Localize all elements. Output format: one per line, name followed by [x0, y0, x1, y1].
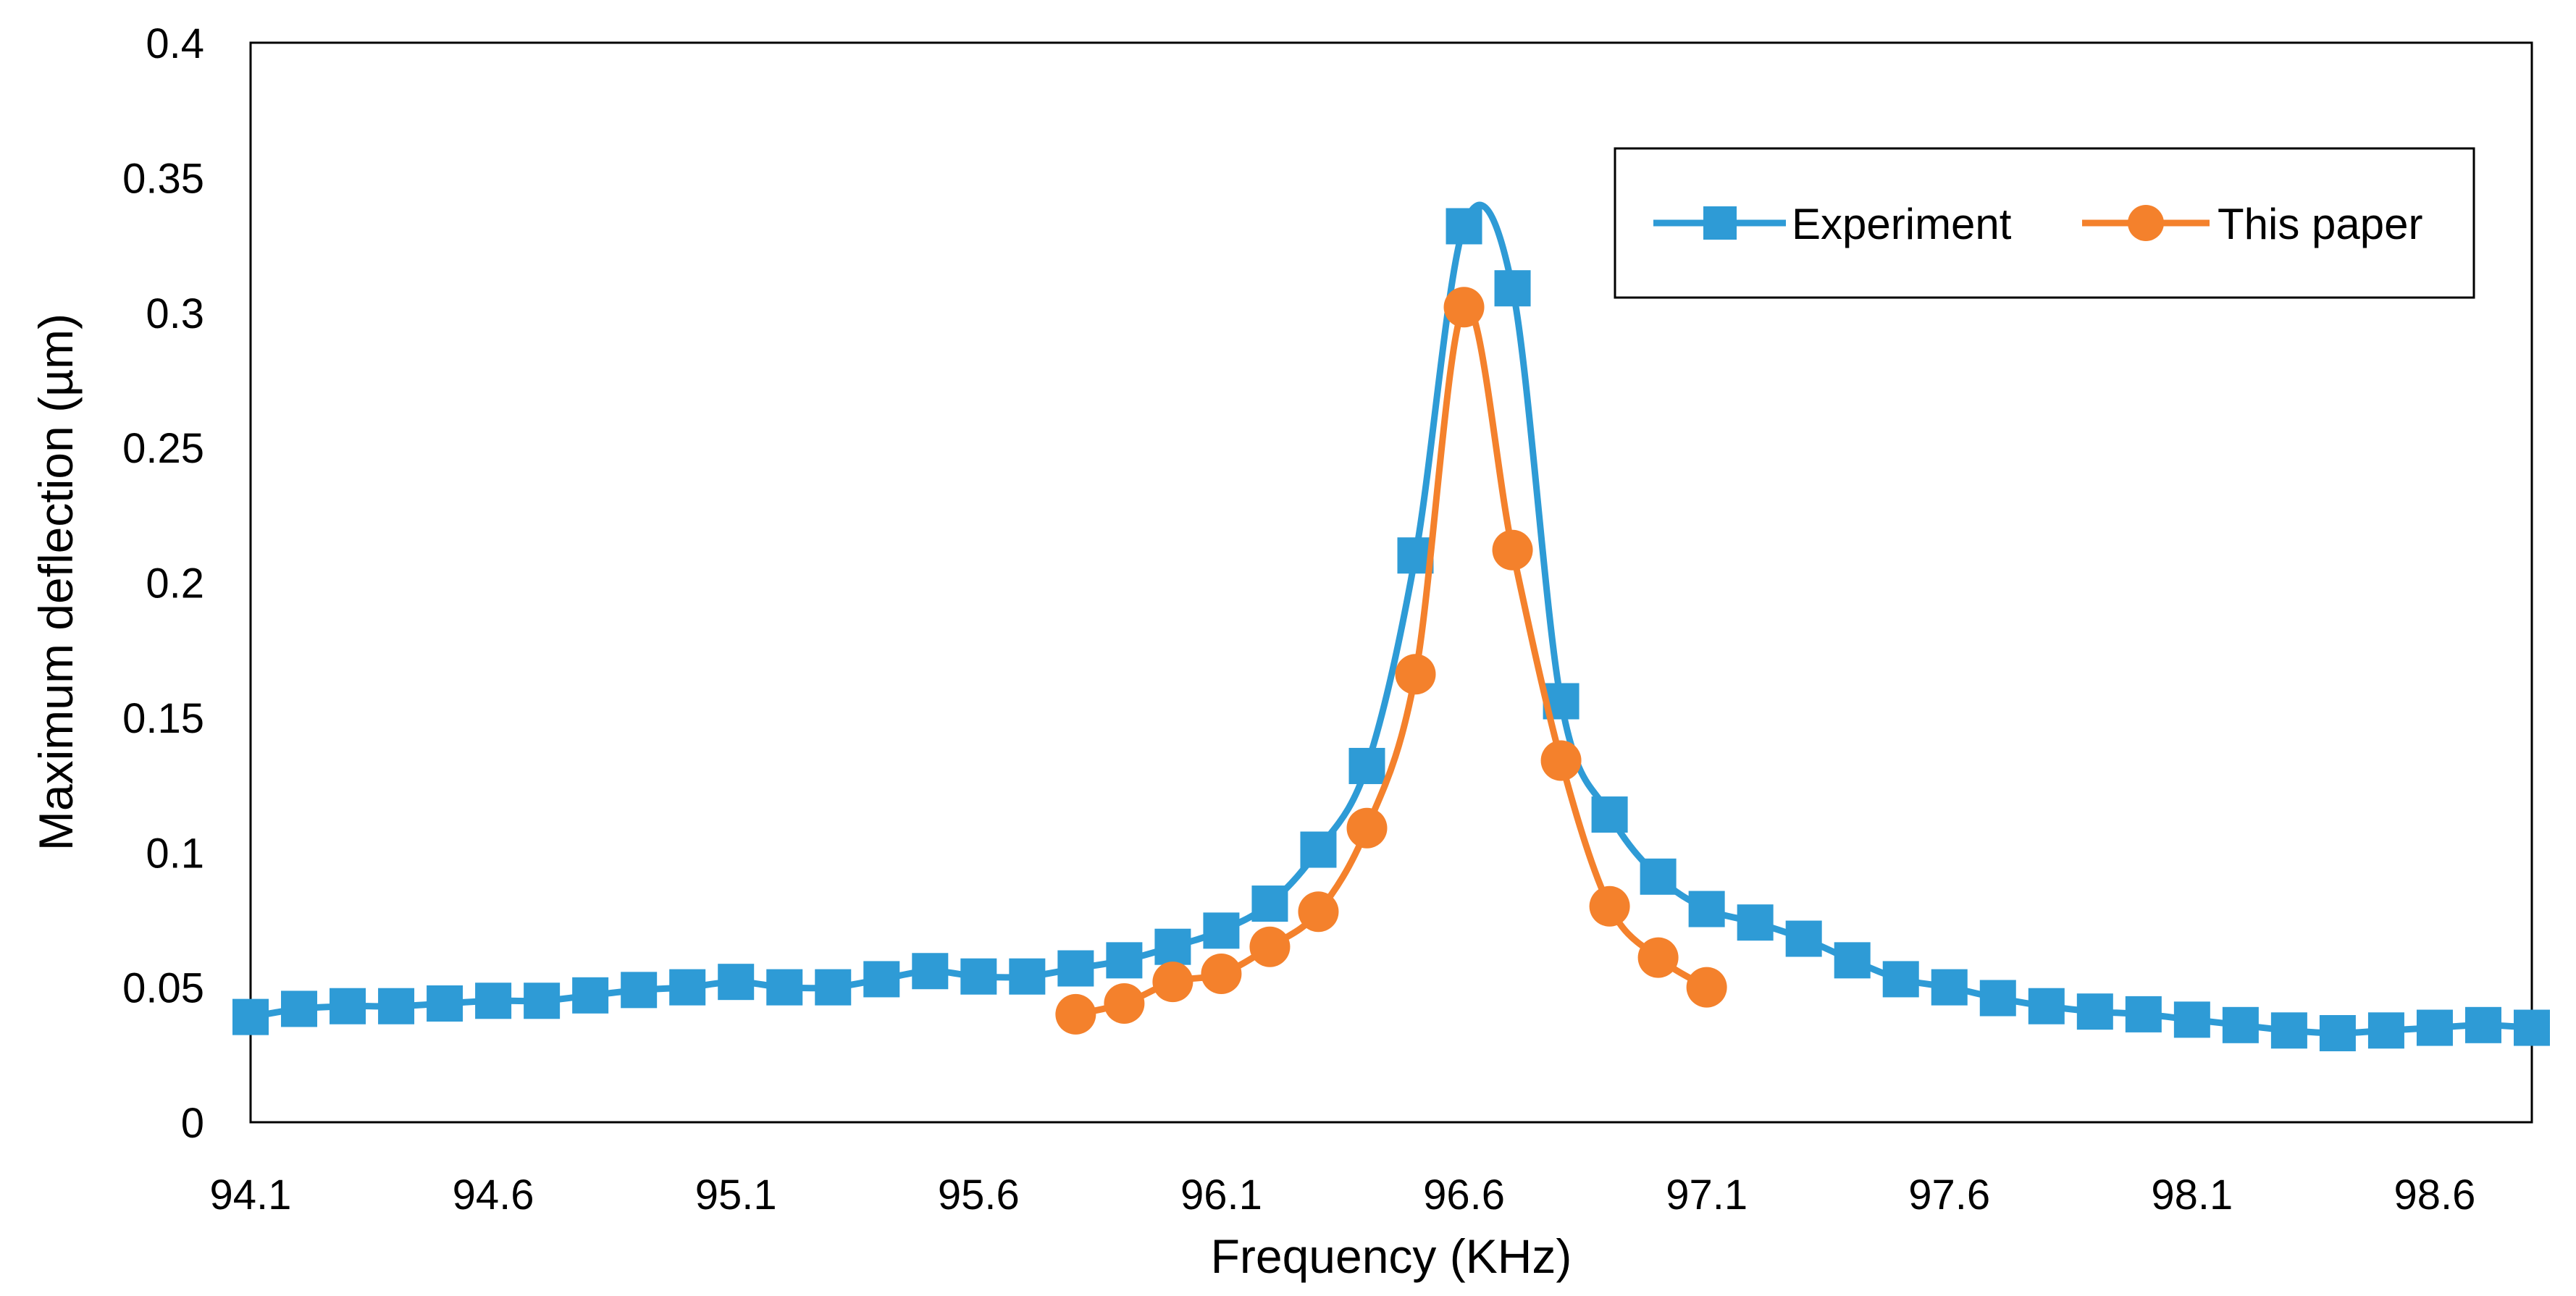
x-tick-label: 98.1: [2151, 1171, 2233, 1219]
y-axis-title: Maximum deflection (µm): [29, 314, 83, 851]
x-tick-label: 95.6: [938, 1171, 1020, 1219]
data-point-experiment: [1640, 858, 1677, 895]
x-tick-label: 96.6: [1423, 1171, 1505, 1219]
data-point-experiment: [1106, 942, 1143, 979]
data-point-experiment: [1154, 928, 1191, 965]
data-point-this-paper: [1395, 654, 1436, 695]
data-point-experiment: [2222, 1006, 2259, 1043]
data-point-experiment: [1446, 208, 1482, 245]
x-axis-title: Frequency (KHz): [1211, 1229, 1572, 1283]
data-point-experiment: [1931, 969, 1968, 1006]
data-point-experiment: [1979, 980, 2016, 1017]
x-tick-label: 96.1: [1180, 1171, 1262, 1219]
data-point-this-paper: [1443, 287, 1485, 328]
y-tick-label: 0.05: [122, 965, 204, 1012]
data-point-experiment: [1688, 891, 1725, 927]
data-point-experiment: [1882, 961, 1919, 998]
data-point-experiment: [669, 969, 706, 1006]
data-point-this-paper: [1249, 926, 1291, 967]
data-point-experiment: [718, 964, 755, 1001]
data-point-experiment: [572, 977, 609, 1014]
plot-area: [249, 41, 2533, 1124]
data-point-experiment: [330, 988, 366, 1024]
data-point-experiment: [815, 969, 852, 1006]
data-point-experiment: [621, 972, 658, 1009]
data-point-experiment: [2416, 1009, 2453, 1046]
data-point-experiment: [2076, 993, 2113, 1030]
y-tick-label: 0.15: [122, 695, 204, 742]
legend-marker-experiment: [1703, 206, 1737, 240]
data-point-experiment: [1009, 958, 1046, 995]
series-this-paper: [1055, 287, 1727, 1035]
data-point-experiment: [232, 998, 269, 1035]
data-point-experiment: [1300, 831, 1337, 868]
data-point-this-paper: [1104, 982, 1145, 1024]
series-line-experiment: [247, 201, 2535, 1037]
data-point-experiment: [524, 982, 561, 1019]
y-tick-label: 0.4: [146, 20, 204, 67]
x-tick-label: 95.1: [695, 1171, 777, 1219]
data-point-this-paper: [1492, 529, 1533, 571]
data-point-this-paper: [1686, 967, 1727, 1008]
data-point-experiment: [2173, 1001, 2210, 1038]
data-point-experiment: [2367, 1012, 2404, 1049]
legend-label-experiment: Experiment: [1792, 200, 2012, 248]
data-point-experiment: [1348, 747, 1385, 784]
series-experiment: [232, 201, 2550, 1051]
data-point-experiment: [1057, 950, 1094, 987]
data-point-experiment: [1834, 942, 1871, 979]
data-point-experiment: [427, 985, 463, 1022]
data-point-experiment: [863, 961, 900, 998]
y-tick-label: 0.3: [146, 290, 204, 337]
data-point-this-paper: [1055, 993, 1096, 1035]
data-point-experiment: [1203, 912, 1240, 949]
data-point-experiment: [1494, 270, 1531, 307]
data-point-this-paper: [1589, 885, 1630, 927]
data-point-this-paper: [1637, 937, 1679, 978]
data-point-this-paper: [1298, 891, 1339, 933]
data-point-experiment: [2125, 996, 2162, 1032]
y-tick-label: 0: [181, 1100, 204, 1147]
data-point-experiment: [912, 953, 949, 990]
x-tick-label: 94.1: [210, 1171, 292, 1219]
legend-label-this-paper: This paper: [2218, 200, 2422, 248]
data-point-experiment: [2319, 1014, 2356, 1051]
data-point-experiment: [2270, 1012, 2307, 1049]
x-tick-label: 98.6: [2394, 1171, 2476, 1219]
data-point-experiment: [281, 990, 318, 1027]
x-tick-label: 97.1: [1666, 1171, 1748, 1219]
x-tick-label: 94.6: [453, 1171, 534, 1219]
data-point-this-paper: [1346, 807, 1388, 849]
data-point-experiment: [1591, 796, 1628, 833]
data-point-experiment: [2028, 988, 2065, 1024]
y-tick-label: 0.1: [146, 830, 204, 877]
data-point-experiment: [1251, 885, 1288, 922]
data-point-experiment: [475, 982, 512, 1019]
x-tick-label: 97.6: [1908, 1171, 1990, 1219]
data-point-experiment: [378, 988, 415, 1024]
x-tick-labels: 94.1 94.6 95.1 95.6 96.1 96.6 97.1 97.6 98.1 98.6: [210, 1171, 2476, 1219]
legend-marker-this-paper: [2128, 205, 2164, 241]
data-point-experiment: [2464, 1006, 2501, 1043]
data-point-experiment: [2514, 1009, 2550, 1046]
data-point-experiment: [766, 969, 803, 1006]
legend: Experiment This paper: [1614, 147, 2475, 299]
y-tick-labels: 0 0.05 0.1 0.15 0.2 0.25 0.3 0.35 0.4: [122, 20, 204, 1147]
y-tick-label: 0.25: [122, 425, 204, 472]
data-point-experiment: [960, 958, 997, 995]
y-tick-label: 0.35: [122, 155, 204, 202]
data-point-this-paper: [1540, 740, 1582, 781]
data-point-this-paper: [1201, 953, 1242, 994]
data-point-experiment: [1737, 904, 1774, 941]
data-point-experiment: [1785, 920, 1822, 957]
series-layer: [232, 201, 2550, 1051]
data-point-this-paper: [1152, 962, 1193, 1003]
y-tick-label: 0.2: [146, 560, 204, 607]
